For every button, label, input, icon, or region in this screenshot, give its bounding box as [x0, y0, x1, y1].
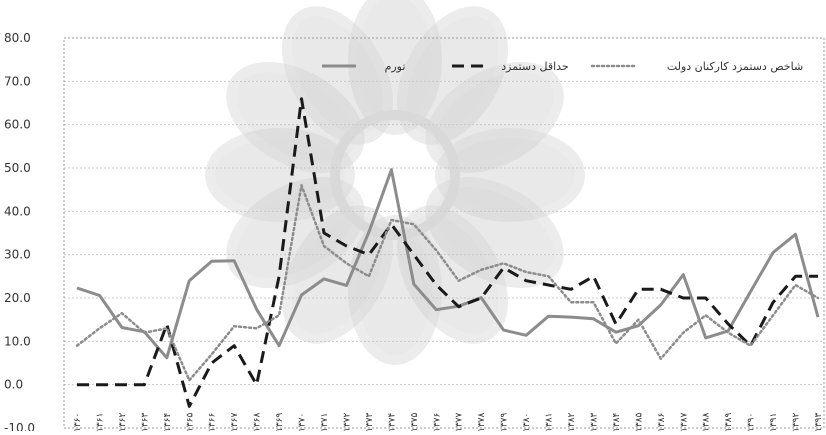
watermark-petal [226, 177, 365, 288]
x-tick-label: ۱۳۷۰ [298, 413, 308, 431]
x-tick-label: ۱۳۸۶ [657, 412, 667, 431]
x-tick-label: ۱۳۹۱ [769, 413, 779, 431]
x-tick-label: ۱۳۷۵ [410, 412, 420, 431]
y-tick-label: -10.0 [4, 421, 35, 431]
x-tick-label: ۱۳۶۳ [140, 412, 150, 431]
watermark-petal [425, 177, 564, 288]
x-tick-label: ۱۳۷۳ [365, 412, 375, 431]
y-axis-ticks: 80.0 70.0 60.0 50.0 40.0 30.0 20.0 10.0 0.0 -10.0 [4, 31, 35, 435]
y-tick-label: 30.0 [4, 248, 31, 262]
x-tick-label: ۱۳۸۹ [724, 412, 734, 431]
x-tick-label: ۱۳۶۱ [95, 413, 105, 431]
x-axis-ticks: ۱۳۶۰ ۱۳۶۱ ۱۳۶۲ ۱۳۶۳ ۱۳۶۴ ۱۳۶۵ ۱۳۶۶ ۱۳۶۷ ۱۳۶۸ ۱۳۶۹… [73, 412, 824, 432]
x-tick-label: ۱۳۸۷ [679, 412, 689, 431]
x-tick-label: ۱۳۷۸ [477, 412, 487, 431]
watermark-emblem [205, 0, 585, 365]
y-tick-label: 50.0 [4, 161, 31, 175]
legend-label-0: تورم [385, 60, 406, 73]
x-tick-label: ۱۳۸۳ [589, 412, 599, 431]
y-tick-label: 10.0 [4, 334, 31, 348]
watermark-ring [330, 110, 460, 240]
watermark-petal [435, 128, 585, 222]
x-tick-label: ۱۳۸۸ [702, 412, 712, 431]
x-tick-label: ۱۳۸۵ [634, 412, 644, 431]
x-tick-label: ۱۳۶۹ [275, 412, 285, 431]
series-line-0 [76, 168, 820, 360]
x-tick-label: ۱۳۶۲ [118, 412, 128, 431]
watermark-petal [397, 6, 508, 145]
x-tick-label: ۱۳۷۷ [455, 412, 465, 431]
y-tick-label: 0.0 [4, 378, 23, 392]
x-tick-label: ۱۳۹۲ [792, 412, 802, 431]
y-tick-label: 20.0 [4, 291, 31, 305]
x-tick-label: ۱۳۹۳ [814, 412, 824, 431]
x-tick-label: ۱۳۷۲ [342, 412, 352, 431]
x-tick-label: ۱۳۷۱ [320, 413, 330, 431]
plot-frame [63, 37, 825, 429]
x-tick-label: ۱۳۷۶ [432, 412, 442, 431]
watermark-petal [348, 0, 442, 135]
x-tick-label: ۱۳۸۲ [567, 412, 577, 431]
x-tick-label: ۱۳۶۷ [230, 412, 240, 431]
x-tick-label: ۱۳۸۱ [545, 413, 555, 431]
y-tick-label: 70.0 [4, 74, 31, 88]
y-tick-label: 40.0 [4, 204, 31, 218]
x-tick-label: ۱۳۶۰ [73, 413, 83, 431]
x-tick-label: ۱۳۶۸ [253, 412, 263, 431]
x-tick-label: ۱۳۶۶ [208, 412, 218, 431]
watermark-petal [282, 6, 393, 145]
watermark-petal [397, 205, 508, 344]
series-line-2 [75, 184, 820, 382]
chart-legend: تورم حداقل دستمزد شاخص دستمزد کارکنان دولت [322, 60, 803, 73]
legend-label-1: حداقل دستمزد [501, 60, 568, 73]
x-tick-label: ۱۳۷۴ [387, 412, 397, 431]
x-tick-label: ۱۳۸۰ [522, 413, 532, 431]
x-tick-label: ۱۳۶۴ [163, 412, 173, 431]
x-tick-label: ۱۳۸۴ [612, 412, 622, 431]
x-tick-label: ۱۳۹۰ [747, 413, 757, 431]
y-tick-label: 60.0 [4, 118, 31, 132]
x-tick-label: ۱۳۷۹ [500, 412, 510, 431]
watermark-petal [205, 128, 355, 222]
legend-label-2: شاخص دستمزد کارکنان دولت [667, 60, 803, 73]
series-lines [75, 97, 820, 408]
y-tick-label: 80.0 [4, 31, 31, 45]
plot-border [63, 37, 825, 429]
watermark-petal [282, 205, 393, 344]
x-tick-label: ۱۳۶۵ [185, 412, 195, 431]
